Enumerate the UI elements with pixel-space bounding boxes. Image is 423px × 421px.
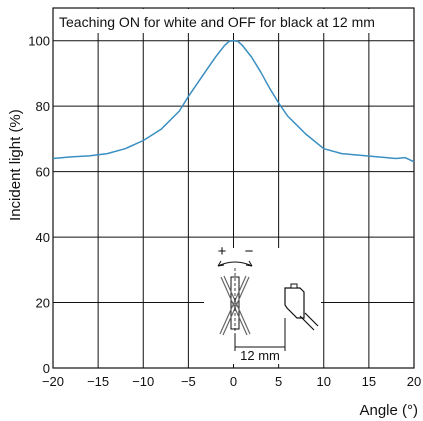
x-tick-label: −10	[132, 374, 154, 389]
x-axis-label: Angle (°)	[359, 402, 418, 419]
y-tick-label: 40	[36, 230, 50, 245]
y-tick-label: 80	[36, 99, 50, 114]
series-line	[52, 39, 415, 163]
distance-label: 12 mm	[240, 348, 280, 363]
y-tick-label: 0	[43, 361, 50, 376]
chart-title: Teaching ON for white and OFF for black …	[59, 14, 375, 30]
x-tick-label: −15	[87, 374, 109, 389]
x-tick-label: 0	[230, 374, 237, 389]
rotation-arc	[217, 261, 253, 267]
x-tick-label: −5	[181, 374, 196, 389]
tilt-line	[222, 276, 250, 336]
y-tick-label: 20	[36, 296, 50, 311]
plot-frame	[52, 7, 415, 369]
tilt-line	[219, 275, 247, 335]
y-axis-label: Incident light (%)	[7, 109, 24, 221]
tilt-line	[220, 276, 248, 336]
plus-label: +	[218, 243, 227, 260]
arrow-left-icon	[217, 260, 225, 267]
sensor-indicator	[290, 283, 298, 289]
tick-labels: −20 −15 −10 −5 0 5 10 15 20 0 20 40 60 80 100	[28, 34, 421, 389]
y-tick-label: 100	[28, 34, 50, 49]
sensor-inset: + − 12 mm	[204, 243, 321, 364]
x-tick-label: 10	[317, 374, 331, 389]
title-box	[55, 9, 413, 33]
x-tick-label: 5	[275, 374, 282, 389]
arrow-right-icon	[245, 260, 253, 267]
x-tick-label: 20	[407, 374, 421, 389]
x-tick-label: 15	[362, 374, 376, 389]
y-tick-label: 60	[36, 165, 50, 180]
minus-label: −	[245, 243, 254, 260]
sensor-body	[284, 287, 305, 319]
sensor-cable	[299, 312, 319, 331]
x-tick-label: −20	[42, 374, 64, 389]
series-group	[52, 39, 415, 163]
